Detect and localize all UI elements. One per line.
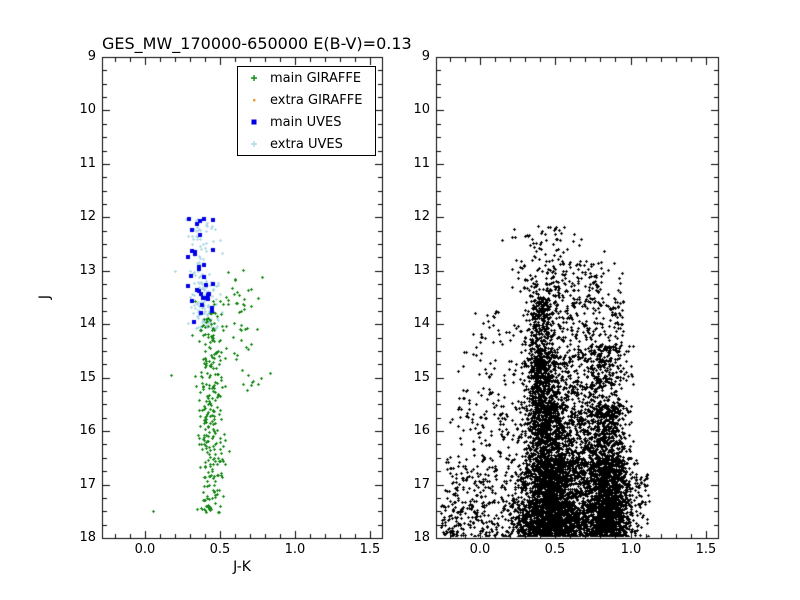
plot-title: GES_MW_170000-650000 E(B-V)=0.13 — [102, 34, 412, 53]
x-tick-label: 0.5 — [544, 542, 566, 557]
y-tick-label: 17 — [413, 477, 430, 492]
legend-item: extra UVES — [238, 133, 375, 155]
legend-item: main GIRAFFE — [238, 67, 375, 89]
y-tick-label: 13 — [79, 263, 96, 278]
legend-item-label: extra UVES — [270, 136, 343, 152]
y-tick-label: 15 — [413, 370, 430, 385]
y-tick-label: 12 — [413, 209, 430, 224]
legend-item-label: extra GIRAFFE — [270, 92, 363, 108]
x-tick-label: 1.5 — [695, 542, 717, 557]
x-tick-label: 1.0 — [284, 542, 306, 557]
x-tick-label: 0.5 — [209, 542, 231, 557]
legend-item-label: main UVES — [270, 114, 342, 130]
y-tick-label: 17 — [79, 477, 96, 492]
x-axis-label: J-K — [233, 559, 251, 575]
y-tick-label: 16 — [79, 423, 96, 438]
legend-item-label: main GIRAFFE — [270, 70, 362, 86]
square-marker-icon — [238, 116, 270, 128]
plus-marker-icon — [238, 138, 270, 150]
y-tick-label: 10 — [413, 102, 430, 117]
x-tick-label: 1.5 — [359, 542, 381, 557]
y-tick-label: 18 — [79, 530, 96, 545]
y-tick-label: 13 — [413, 263, 430, 278]
legend-item: main UVES — [238, 111, 375, 133]
y-tick-label: 14 — [413, 316, 430, 331]
legend-item: extra GIRAFFE — [238, 89, 375, 111]
x-tick-label: 0.0 — [469, 542, 491, 557]
y-tick-label: 9 — [421, 49, 430, 64]
legend-box: main GIRAFFE extra GIRAFFE main UVES extra … — [237, 66, 376, 156]
x-tick-label: 1.0 — [620, 542, 642, 557]
y-tick-label: 10 — [79, 102, 96, 117]
dot-marker-icon — [238, 94, 270, 106]
plus-marker-icon — [238, 72, 270, 84]
y-tick-label: 16 — [413, 423, 430, 438]
y-tick-label: 15 — [79, 370, 96, 385]
y-tick-label: 11 — [79, 156, 96, 171]
y-tick-label: 12 — [79, 209, 96, 224]
y-axis-label: J — [37, 294, 53, 300]
x-tick-label: 0.0 — [134, 542, 156, 557]
y-tick-label: 9 — [87, 49, 96, 64]
y-tick-label: 14 — [79, 316, 96, 331]
y-tick-label: 18 — [413, 530, 430, 545]
y-tick-label: 11 — [413, 156, 430, 171]
